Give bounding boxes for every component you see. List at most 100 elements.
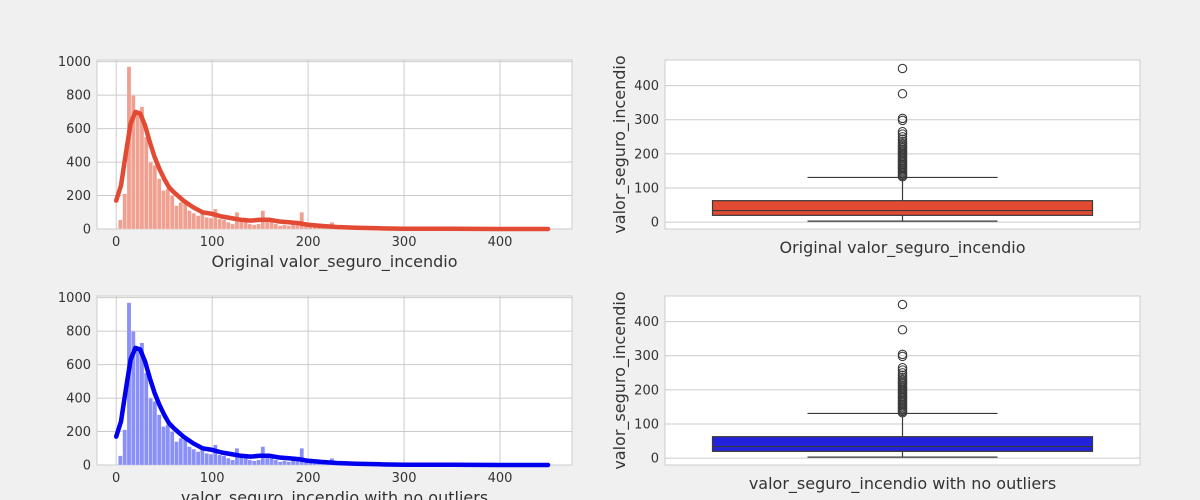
histogram-bar (187, 211, 191, 229)
histogram-original: 0 100 200 300 400 0 200 400 600 800 1000 Original v… (58, 55, 572, 272)
x-tick-label: 300 (392, 471, 417, 486)
histogram-bar (123, 430, 127, 465)
box-iqr (713, 437, 1093, 452)
histogram-bar (153, 401, 157, 465)
x-tick-label: 400 (488, 471, 513, 486)
histogram-bar (209, 218, 213, 229)
histogram-bar (144, 137, 148, 229)
histogram-bar (274, 224, 278, 229)
y-axis-label: valor_seguro_incendio (610, 55, 630, 233)
y-tick-label: 200 (66, 189, 91, 204)
histogram-bar (118, 220, 122, 229)
y-tick-label: 600 (66, 122, 91, 137)
y-tick-label: 400 (634, 315, 659, 330)
y-tick-label: 600 (66, 358, 91, 373)
histogram-bar (222, 456, 226, 465)
histogram-bar (244, 458, 248, 465)
y-tick-label: 200 (634, 147, 659, 162)
x-tick-label: 200 (296, 471, 321, 486)
y-tick-label: 0 (83, 459, 91, 474)
y-tick-label: 0 (83, 223, 91, 238)
histogram-bar (300, 212, 304, 229)
histogram-bar (166, 425, 170, 465)
histogram-bar (170, 432, 174, 465)
histogram-bar (170, 196, 174, 229)
boxplot-no-outliers: 0 100 200 300 400 valor_seguro_incendio with … (610, 291, 1140, 494)
y-tick-label: 1000 (58, 55, 91, 70)
histogram-bar (196, 452, 200, 465)
histogram-bar (144, 373, 148, 465)
x-tick-label: 0 (112, 235, 120, 250)
histogram-no-outliers: 0 100 200 300 40002004006008001000valor_segu… (58, 291, 572, 500)
histogram-bar (226, 222, 230, 229)
y-tick-label: 0 (651, 452, 659, 467)
histogram-bar (174, 442, 178, 465)
histogram-bar (192, 213, 196, 229)
histogram-bar (174, 206, 178, 229)
x-tick-label: 0 (112, 471, 120, 486)
histogram-bar (248, 224, 252, 229)
histogram-bar (239, 457, 243, 465)
y-tick-label: 100 (634, 182, 659, 197)
histogram-bar (278, 226, 282, 229)
histogram-bar (213, 445, 217, 465)
y-tick-label: 200 (634, 383, 659, 398)
y-tick-label: 400 (66, 392, 91, 407)
histogram-bar (287, 226, 291, 229)
histogram-bar (157, 415, 161, 465)
y-tick-label: 400 (66, 156, 91, 171)
y-tick-label: 800 (66, 89, 91, 104)
histogram-bar (252, 225, 256, 229)
histogram-bar (183, 440, 187, 465)
histogram-bar (136, 112, 140, 229)
histogram-bar (213, 209, 217, 229)
histogram-bar (162, 191, 166, 229)
histogram-bar (252, 461, 256, 465)
histogram-bar (200, 450, 204, 465)
histogram-bar (231, 224, 235, 229)
x-tick-label: 200 (296, 235, 321, 250)
histogram-bar (244, 222, 248, 229)
histogram-bar (300, 448, 304, 465)
histogram-bar (205, 453, 209, 465)
y-tick-label: 100 (634, 418, 659, 433)
histogram-bar (162, 427, 166, 465)
y-axis-label: valor_seguro_incendio (610, 291, 630, 469)
histogram-bar (200, 214, 204, 229)
histogram-bar (274, 460, 278, 465)
histogram-bar (166, 189, 170, 229)
y-tick-label: 0 (651, 216, 659, 231)
y-tick-label: 300 (634, 349, 659, 364)
y-tick-label: 1000 (58, 291, 91, 306)
histogram-bar (149, 162, 153, 229)
y-tick-label: 400 (634, 79, 659, 94)
histogram-bar (257, 460, 261, 465)
y-tick-label: 800 (66, 325, 91, 340)
histogram-bar (278, 462, 282, 465)
histogram-bar (239, 221, 243, 229)
histogram-bar (136, 348, 140, 465)
boxplot-original: 0 100 200 300 400 Original valor_seguro_incen… (610, 55, 1140, 258)
histogram-bar (179, 202, 183, 229)
x-tick-label: 100 (200, 471, 225, 486)
histogram-bar (149, 398, 153, 465)
histogram-bar (118, 456, 122, 465)
x-tick-label: 300 (392, 235, 417, 250)
x-axis-label: valor_seguro_incendio with no outliers (181, 488, 488, 500)
histogram-bar (187, 447, 191, 465)
x-tick-label: 100 (200, 235, 225, 250)
x-axis-label: valor_seguro_incendio with no outliers (749, 474, 1056, 494)
histogram-bar (157, 179, 161, 229)
histogram-bar (282, 461, 286, 465)
histogram-bar (218, 219, 222, 229)
histogram-bar (153, 165, 157, 229)
histogram-bar (282, 225, 286, 229)
histogram-bar (123, 194, 127, 229)
histogram-bar (248, 460, 252, 465)
x-tick-label: 400 (488, 235, 513, 250)
histogram-bar (226, 458, 230, 465)
x-axis-label: Original valor_seguro_incendio (779, 238, 1025, 258)
x-axis-label: Original valor_seguro_incendio (211, 252, 457, 272)
histogram-bar (287, 462, 291, 465)
